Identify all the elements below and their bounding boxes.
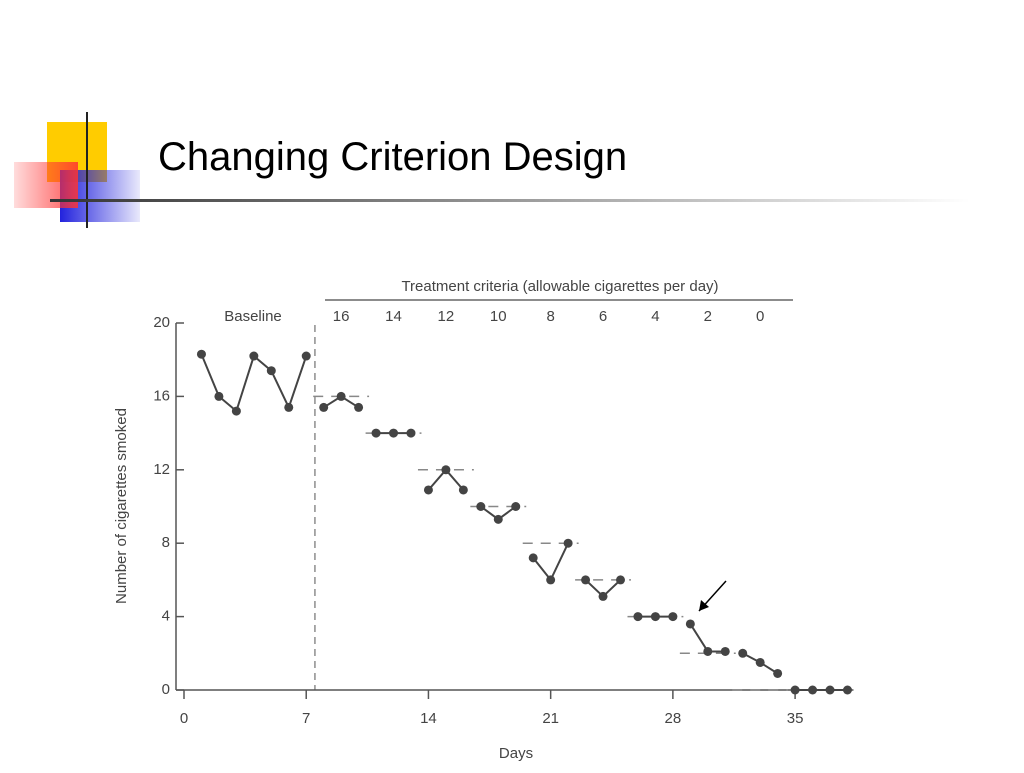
x-tick-label: 28 [665, 710, 682, 727]
data-point [476, 502, 486, 511]
data-point [406, 428, 416, 438]
x-tick-label: 0 [180, 710, 188, 727]
x-axis-label: Days [499, 745, 533, 762]
data-point [214, 391, 224, 401]
data-point [231, 406, 241, 416]
y-tick-label: 12 [153, 461, 170, 478]
data-point [668, 612, 678, 622]
x-tick-label: 14 [420, 710, 437, 727]
data-point [511, 502, 521, 511]
arrow-head [699, 600, 709, 611]
data-point [266, 366, 276, 376]
criterion-label: 2 [704, 308, 712, 325]
x-tick-label: 7 [302, 710, 310, 727]
data-point [546, 575, 556, 585]
data-point [354, 402, 364, 412]
data-point [301, 351, 311, 361]
data-point [441, 465, 451, 475]
data-point [528, 553, 538, 563]
data-point [755, 657, 765, 667]
criterion-label: 12 [438, 308, 455, 325]
x-tick-label: 21 [542, 710, 559, 727]
data-point [685, 619, 695, 629]
data-point [703, 646, 713, 656]
title-rule [50, 199, 970, 202]
criterion-label: 10 [490, 308, 507, 325]
data-point [720, 646, 730, 656]
data-point [458, 485, 468, 495]
data-point [581, 575, 591, 585]
data-point [633, 612, 643, 622]
criterion-label: 8 [546, 308, 554, 325]
data-line [532, 542, 570, 582]
data-point [738, 648, 748, 658]
y-tick-label: 16 [153, 387, 170, 404]
data-point [563, 538, 573, 548]
y-tick-label: 0 [162, 681, 170, 698]
data-point [842, 685, 852, 695]
data-point [825, 685, 835, 695]
data-point [616, 575, 625, 585]
data-point [650, 612, 660, 622]
data-point [319, 402, 329, 412]
data-point [284, 402, 294, 412]
x-tick-label: 35 [787, 710, 804, 727]
data-point [773, 668, 783, 678]
criterion-label: 0 [756, 308, 764, 325]
slide-title: Changing Criterion Design [158, 135, 627, 179]
data-point [423, 485, 433, 495]
criterion-label: 4 [651, 308, 659, 325]
criterion-label: 14 [385, 308, 402, 325]
data-point [249, 351, 259, 361]
y-axis-label: Number of cigarettes smoked [113, 408, 130, 604]
data-point [371, 428, 381, 438]
criteria-title: Treatment criteria (allowable cigarettes… [401, 278, 718, 295]
data-point [389, 428, 399, 438]
data-point [598, 591, 608, 601]
data-point [790, 685, 800, 695]
criterion-label: 6 [599, 308, 607, 325]
data-point [493, 514, 503, 524]
data-point [336, 391, 346, 401]
baseline-label: Baseline [224, 308, 282, 325]
criterion-label: 16 [333, 308, 350, 325]
data-line [200, 353, 308, 413]
data-point [808, 685, 818, 695]
y-tick-label: 4 [162, 608, 170, 625]
y-tick-label: 20 [153, 314, 170, 331]
y-tick-label: 8 [162, 534, 170, 551]
data-point [196, 349, 206, 359]
